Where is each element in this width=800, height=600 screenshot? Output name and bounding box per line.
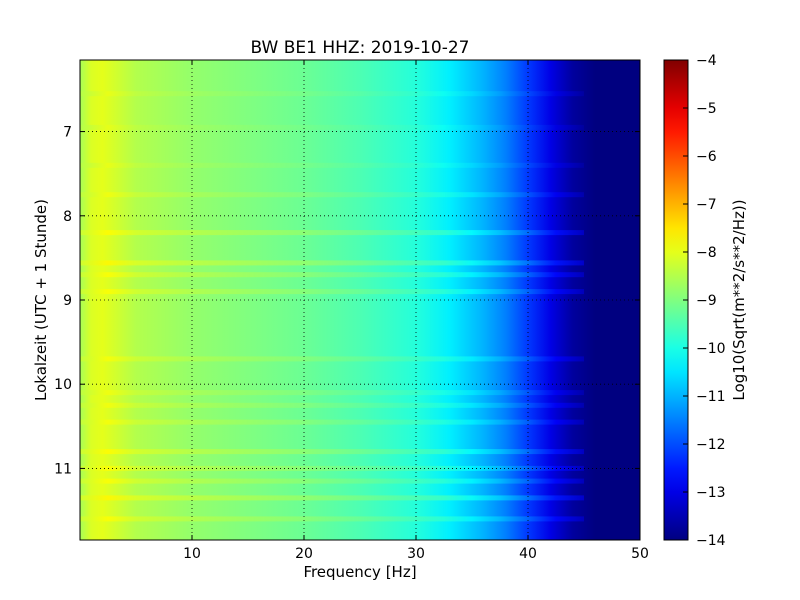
x-tick-label: 50 bbox=[631, 546, 649, 562]
heatmap-band bbox=[80, 478, 584, 484]
heatmap-band bbox=[80, 356, 584, 362]
x-tick-label: 30 bbox=[407, 546, 425, 562]
colorbar-tick-label: −12 bbox=[696, 437, 726, 453]
y-tick-label: 8 bbox=[63, 209, 72, 225]
y-tick-label: 7 bbox=[63, 125, 72, 141]
heatmap-band bbox=[80, 260, 584, 266]
heatmap-band bbox=[80, 272, 584, 278]
plot-area bbox=[79, 59, 641, 541]
colorbar-tick-label: −9 bbox=[696, 293, 717, 309]
y-axis-label: Lokalzeit (UTC + 1 Stunde) bbox=[32, 199, 50, 401]
y-tick-label: 11 bbox=[54, 461, 72, 477]
heatmap-band bbox=[80, 192, 584, 198]
x-tick-label: 10 bbox=[183, 546, 201, 562]
x-tick-label: 40 bbox=[519, 546, 537, 562]
heatmap-band bbox=[80, 230, 584, 236]
y-axis: 7 8 9 10 11 bbox=[54, 125, 640, 477]
heatmap-band bbox=[80, 289, 584, 295]
heatmap-band bbox=[80, 419, 584, 425]
heatmap-band bbox=[80, 162, 584, 168]
x-axis-label: Frequency [Hz] bbox=[303, 563, 416, 581]
heatmap-band bbox=[80, 495, 584, 501]
colorbar-tick-label: −5 bbox=[696, 101, 717, 117]
colorbar-tick-label: −8 bbox=[696, 245, 717, 261]
heatmap-bands bbox=[80, 91, 584, 522]
colorbar-tick-label: −4 bbox=[696, 53, 717, 69]
heatmap-band bbox=[80, 390, 584, 396]
grid-lines bbox=[80, 60, 640, 540]
colorbar-tick-label: −7 bbox=[696, 197, 717, 213]
colorbar-tick-label: −11 bbox=[696, 389, 726, 405]
colorbar-tick-label: −13 bbox=[696, 485, 726, 501]
colorbar-tick-label: −6 bbox=[696, 149, 717, 165]
heatmap-band bbox=[80, 402, 584, 408]
heatmap-band bbox=[80, 91, 584, 97]
heatmap-band bbox=[80, 516, 584, 522]
colorbar: −4 −5 −6 −7 −8 −9 −10 −11 −12 −13 −14 Log10(Sqrt(m… bbox=[663, 53, 748, 549]
colorbar-label: Log10(Sqrt(m**2/s**2/Hz)) bbox=[730, 199, 748, 400]
y-tick-label: 10 bbox=[54, 377, 72, 393]
heatmap-band bbox=[80, 124, 584, 130]
x-tick-label: 20 bbox=[295, 546, 313, 562]
colorbar-tick-label: −14 bbox=[696, 533, 726, 549]
x-axis: 10 20 30 40 50 bbox=[183, 60, 649, 562]
colorbar-tick-label: −10 bbox=[696, 341, 726, 357]
chart-title: BW BE1 HHZ: 2019-10-27 bbox=[250, 38, 469, 58]
heatmap-band bbox=[80, 449, 584, 455]
colorbar-ticks: −4 −5 −6 −7 −8 −9 −10 −11 −12 −13 −14 bbox=[683, 53, 726, 549]
y-tick-label: 9 bbox=[63, 293, 72, 309]
